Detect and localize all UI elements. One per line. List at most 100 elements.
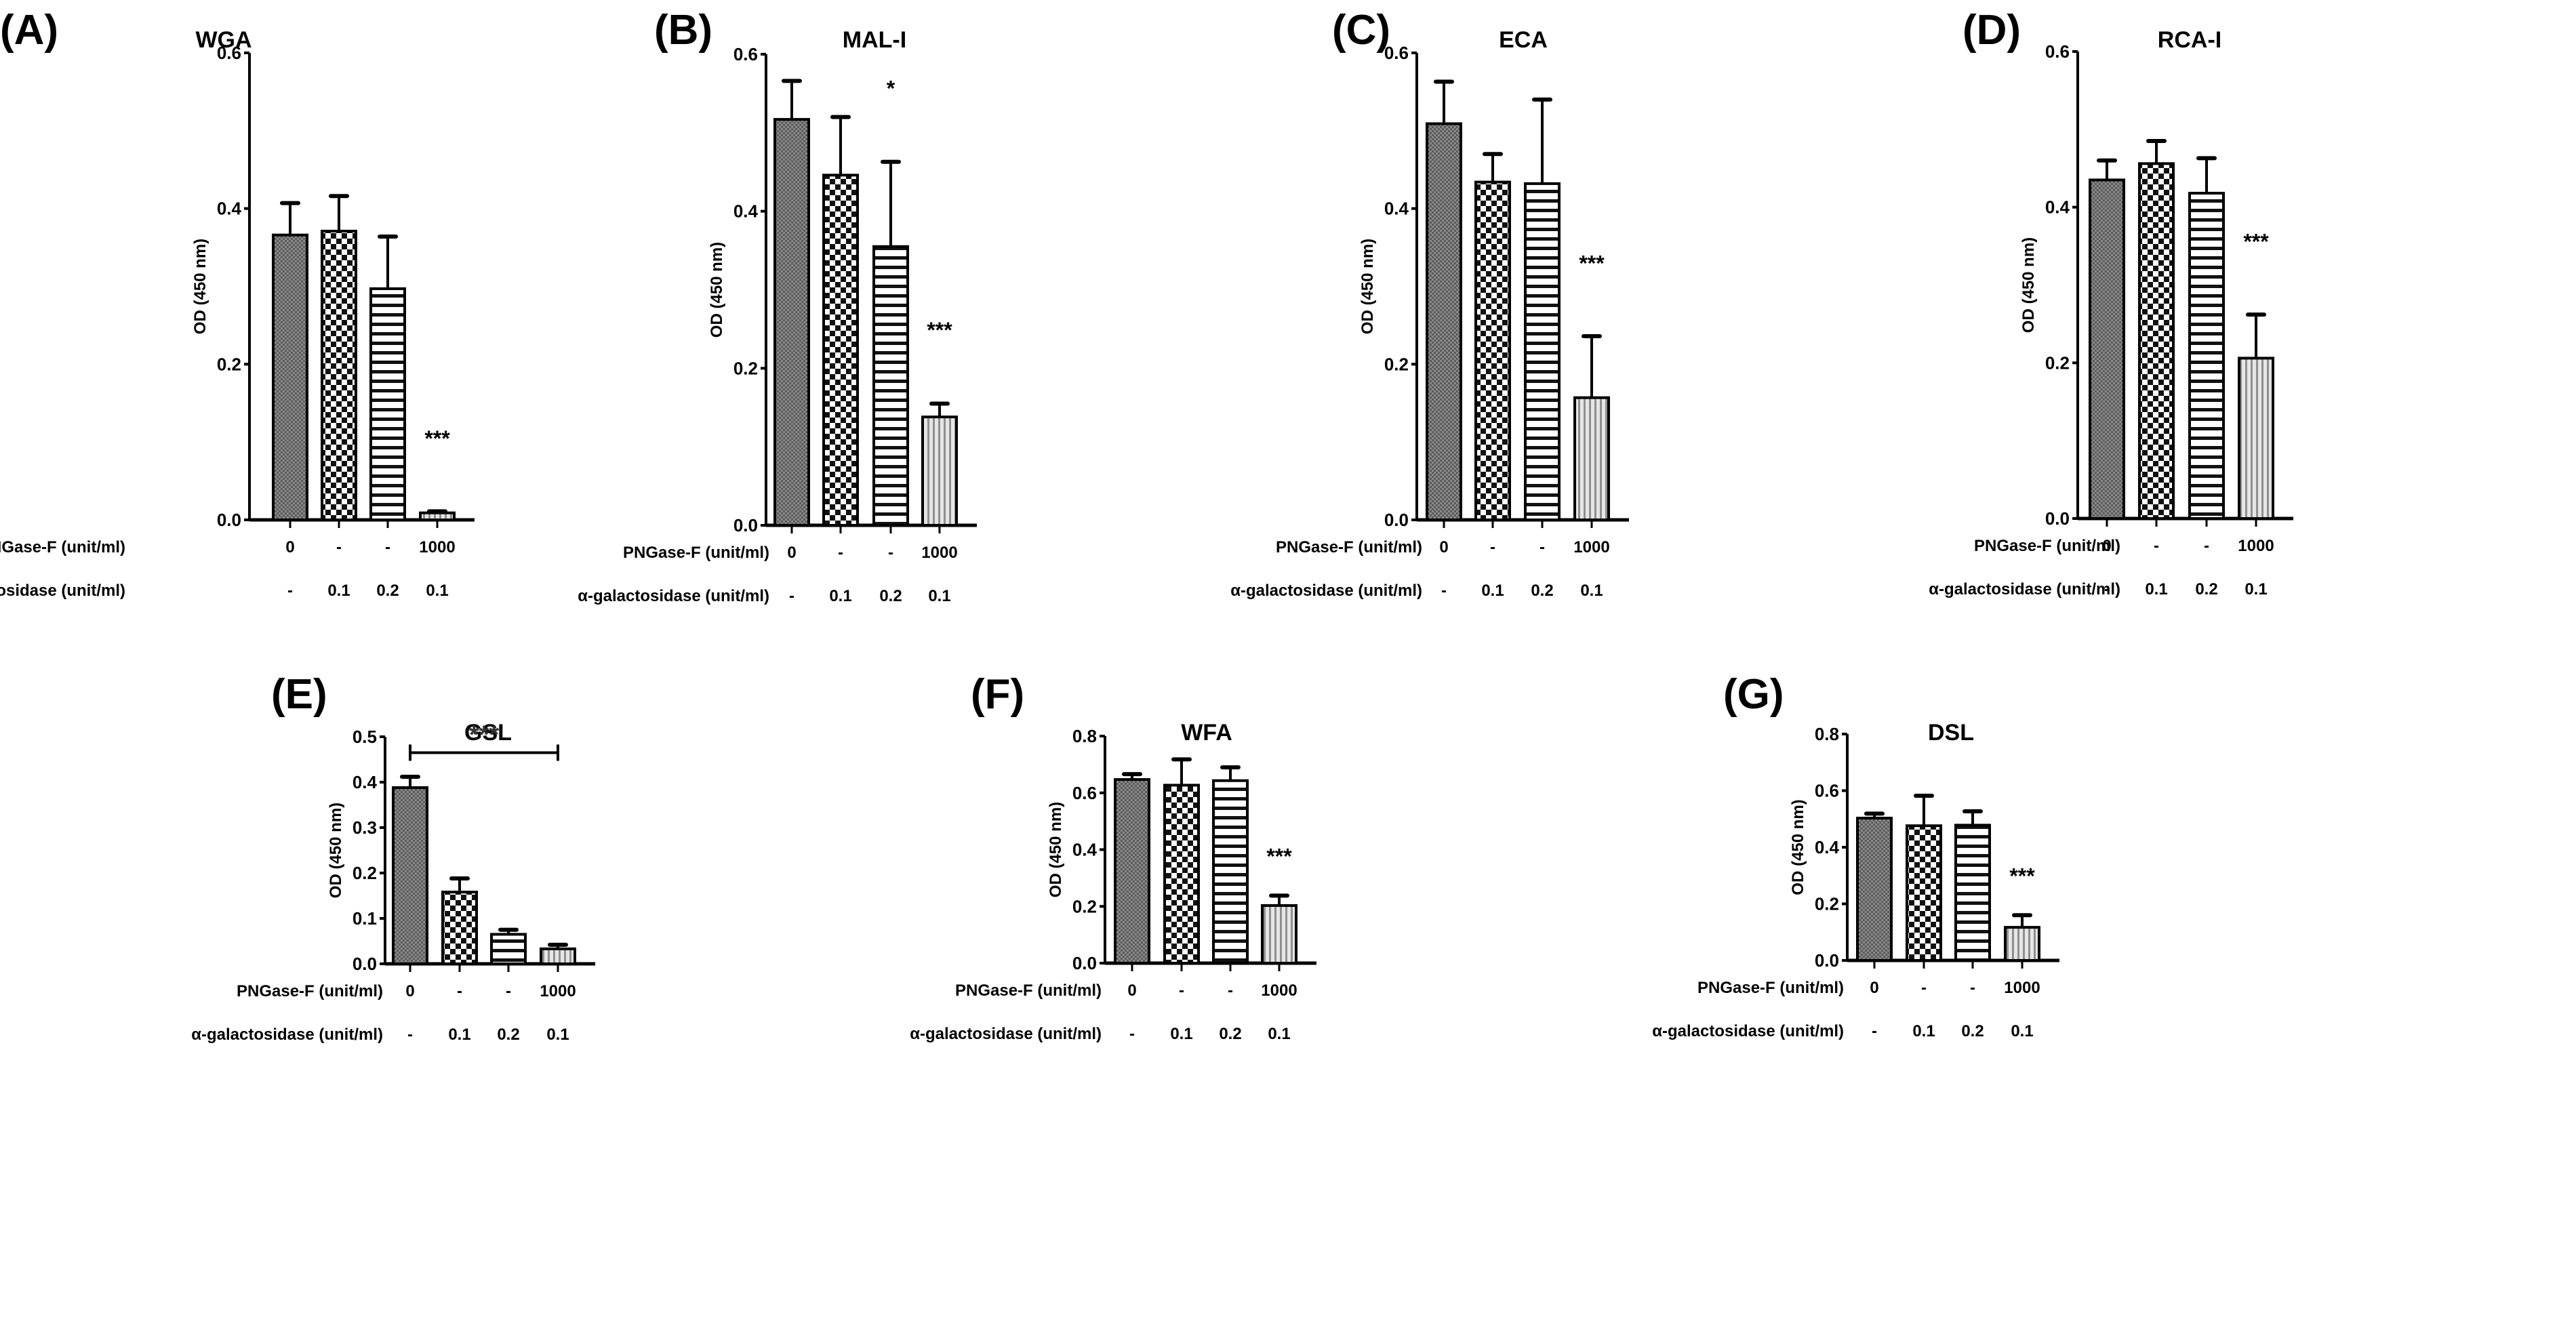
pngase-value: - [1490, 538, 1495, 556]
bar [1426, 122, 1462, 521]
galactosidase-value: 0.1 [2145, 580, 2167, 598]
pngase-row-label: PNGase-F (unit/ml) [237, 982, 383, 1000]
y-tick-label: 0.0 [217, 510, 241, 530]
significance-marker: *** [1266, 844, 1292, 868]
pngase-value: 0 [1870, 979, 1878, 997]
y-tick-label: 0.2 [217, 354, 241, 374]
bar [1954, 824, 1991, 962]
bar [2089, 178, 2125, 520]
bar [1573, 396, 1610, 521]
galactosidase-value: - [1129, 1025, 1135, 1043]
pngase-value: - [1179, 981, 1184, 1000]
galactosidase-value: 0.2 [497, 1026, 519, 1044]
pngase-row-label: PNGase-F (unit/ml) [623, 544, 769, 562]
pngase-value: - [385, 538, 390, 556]
pngase-value: 1000 [2238, 537, 2274, 555]
galactosidase-value: 0.1 [1481, 582, 1504, 600]
y-axis-label: OD (450 nm) [1047, 802, 1065, 897]
y-tick-label: 0.0 [1072, 953, 1097, 973]
y-tick-label: 0.4 [1072, 840, 1098, 860]
pngase-value: 1000 [2004, 979, 2040, 997]
y-tick-label: 0.6 [217, 43, 241, 63]
panel-label: (D) [1963, 7, 2021, 54]
chart-panel-rca-i: (D) RCA-I 0.0 0.2 0.4 0.6 OD (450 nm) 0 - - 0.1 - 0.… [1929, 7, 2293, 598]
galactosidase-value: 0.2 [1961, 1022, 1984, 1040]
bar [2138, 162, 2175, 521]
panel-label: (A) [0, 7, 58, 54]
y-tick-label: 0.4 [217, 199, 242, 219]
bar [1163, 784, 1200, 965]
bar [1212, 779, 1249, 965]
chart-title: ECA [1499, 27, 1548, 53]
galactosidase-value: 0.1 [448, 1026, 470, 1044]
pngase-row-label: PNGase-F (unit/ml) [955, 981, 1102, 1000]
y-tick-label: 0.6 [2045, 41, 2070, 62]
y-tick-label: 0.0 [353, 954, 377, 974]
galactosidase-value: - [1872, 1022, 1877, 1040]
chart-title: MAL-I [843, 27, 906, 53]
galactosidase-row-label: α-galactosidase (unit/ml) [1230, 582, 1422, 600]
y-tick-label: 0.0 [1815, 950, 1839, 971]
significance-marker: *** [469, 720, 500, 749]
bar [321, 229, 357, 521]
pngase-value: 1000 [921, 544, 957, 562]
galactosidase-value: 0.1 [829, 587, 851, 605]
pngase-row-label: PNGase-F (unit/ml) [1276, 538, 1422, 556]
bar [2238, 357, 2274, 521]
significance-marker: *** [424, 426, 450, 451]
pngase-value: 0 [1127, 981, 1136, 1000]
y-tick-label: 0.4 [1384, 199, 1409, 219]
bar [773, 118, 810, 527]
pngase-row-label: PNGase-F (unit/ml) [1697, 979, 1844, 997]
pngase-value: - [1921, 979, 1927, 997]
pngase-value: - [2204, 537, 2209, 555]
galactosidase-value: 0.1 [1268, 1025, 1290, 1043]
panel-label: (F) [971, 671, 1024, 718]
bar [872, 245, 909, 527]
y-tick-label: 0.4 [1815, 837, 1840, 857]
bar [1261, 904, 1297, 965]
galactosidase-value: 0.1 [1912, 1022, 1935, 1040]
y-tick-label: 0.0 [1384, 510, 1409, 530]
y-tick-label: 0.2 [1384, 354, 1409, 374]
bar [2188, 191, 2225, 520]
significance-marker: *** [2243, 230, 2269, 254]
pngase-value: - [506, 982, 511, 1000]
bar [921, 415, 958, 527]
y-tick-label: 0.3 [353, 817, 377, 838]
y-tick-label: 0.4 [353, 772, 378, 792]
y-tick-label: 0.6 [1815, 781, 1839, 801]
significance-marker: *** [927, 318, 952, 342]
y-tick-label: 0.2 [1072, 896, 1097, 916]
pngase-value: - [1539, 538, 1545, 556]
pngase-value: - [1970, 979, 1975, 997]
pngase-value: - [888, 544, 893, 562]
galactosidase-row-label: α-galactosidase (unit/ml) [191, 1026, 383, 1044]
pngase-value: 0 [405, 982, 414, 1000]
pngase-value: - [336, 538, 342, 556]
pngase-value: 0 [1439, 538, 1448, 556]
y-tick-label: 0.2 [733, 358, 758, 378]
bar [441, 891, 478, 966]
y-tick-label: 0.8 [1815, 724, 1839, 744]
panel-label: (C) [1332, 7, 1390, 54]
panel-label: (G) [1723, 671, 1784, 718]
bar [369, 287, 406, 521]
galactosidase-value: 0.2 [1219, 1025, 1241, 1043]
y-axis-label: OD (450 nm) [1789, 799, 1807, 895]
bar [419, 511, 456, 521]
y-tick-label: 0.6 [1072, 783, 1097, 803]
galactosidase-value: 0.1 [2011, 1022, 2033, 1040]
chart-panel-wga: (A) WGA 0.0 0.2 0.4 0.6 OD (450 nm) 0 - - 0.1 - 0.2 1… [0, 7, 475, 600]
chart-title: WGA [195, 27, 251, 53]
galactosidase-row-label: α-galactosidase (unit/ml) [0, 582, 125, 600]
y-axis-label: OD (450 nm) [2019, 237, 2038, 333]
galactosidase-value: 0.2 [1531, 582, 1553, 600]
galactosidase-value: 0.1 [1170, 1025, 1192, 1043]
significance-marker: *** [2009, 864, 2035, 888]
y-tick-label: 0.4 [2045, 197, 2070, 218]
y-axis-label: OD (450 nm) [708, 242, 726, 338]
galactosidase-value: 0.1 [2245, 580, 2267, 598]
galactosidase-value: - [2104, 580, 2110, 598]
